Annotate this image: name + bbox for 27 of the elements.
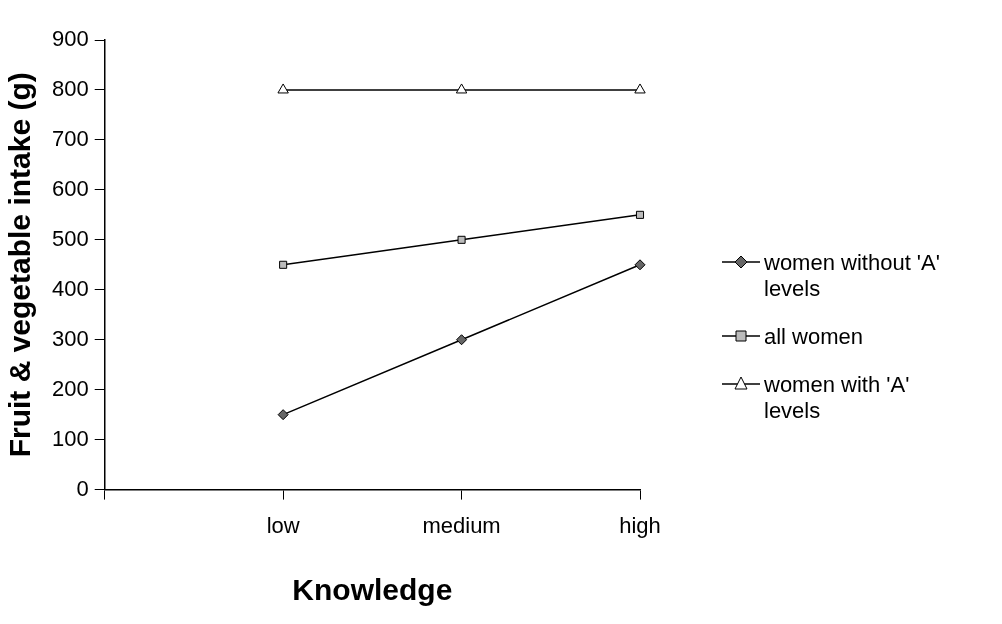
x-tick-label: medium: [422, 512, 501, 538]
point: [277, 83, 289, 94]
point: [457, 235, 466, 244]
y-axis-title: Fruit & vegetable intake (g): [3, 72, 37, 458]
y-tick-label: 400: [51, 275, 89, 301]
y-tick-label: 600: [51, 175, 89, 201]
y-tick-label: 700: [51, 125, 89, 151]
point: [455, 83, 468, 94]
point: [279, 260, 288, 269]
y-tick-label: 900: [51, 26, 89, 52]
point: [634, 83, 646, 94]
point: [456, 334, 468, 346]
point: [277, 409, 289, 421]
point: [635, 210, 645, 219]
x-axis-title: Knowledge: [292, 573, 453, 607]
legend-label: women without 'A' levels: [764, 250, 941, 302]
y-tick-label: 300: [51, 325, 89, 351]
legend-label: all women: [764, 324, 864, 350]
point: [634, 259, 646, 271]
y-tick-label: 800: [51, 76, 89, 102]
x-tick-label: high: [619, 512, 661, 538]
y-tick-label: 100: [51, 425, 89, 451]
y-tick-label: 200: [51, 375, 89, 401]
y-tick-label: 0: [76, 475, 89, 501]
y-tick-label: 500: [51, 225, 89, 251]
legend-label: women with 'A' levels: [764, 372, 911, 424]
x-tick-label: low: [266, 512, 300, 538]
